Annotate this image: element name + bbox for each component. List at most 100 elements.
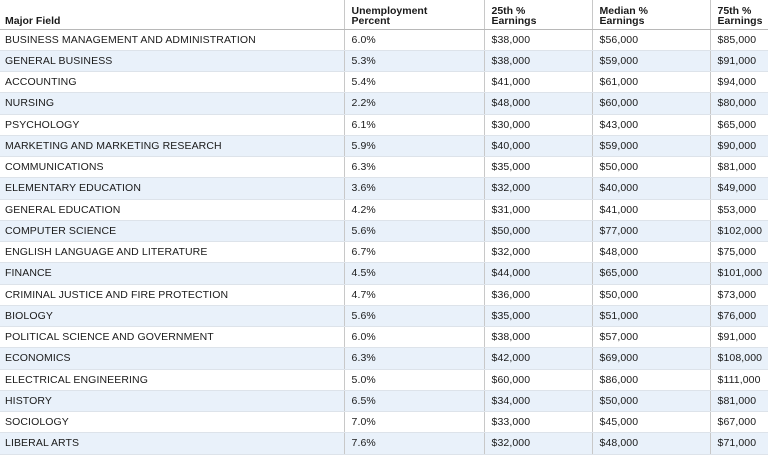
unemployment-percent-cell: 5.9%	[344, 135, 484, 156]
header-label-line: Earnings	[492, 16, 592, 26]
earnings-median-cell: $50,000	[592, 284, 710, 305]
major-field-cell: ECONOMICS	[0, 348, 344, 369]
unemployment-percent-cell: 7.0%	[344, 412, 484, 433]
major-field-cell: ENGLISH LANGUAGE AND LITERATURE	[0, 242, 344, 263]
earnings-75th-cell: $67,000	[710, 412, 768, 433]
earnings-75th-cell: $108,000	[710, 348, 768, 369]
header-label-line: Percent	[352, 16, 484, 26]
header-label-line: Earnings	[600, 16, 710, 26]
earnings-25th-cell: $35,000	[484, 157, 592, 178]
earnings-median-cell: $48,000	[592, 433, 710, 454]
earnings-75th-cell: $53,000	[710, 199, 768, 220]
header-label-line: Earnings	[718, 16, 768, 26]
major-field-cell: HISTORY	[0, 390, 344, 411]
earnings-median-header: Median %Earnings	[592, 0, 710, 29]
earnings-25th-cell: $34,000	[484, 390, 592, 411]
earnings-25th-header: 25th %Earnings	[484, 0, 592, 29]
earnings-median-cell: $57,000	[592, 327, 710, 348]
major-field-cell: POLITICAL SCIENCE AND GOVERNMENT	[0, 327, 344, 348]
earnings-25th-cell: $60,000	[484, 369, 592, 390]
earnings-median-cell: $51,000	[592, 305, 710, 326]
unemployment-percent-cell: 5.0%	[344, 369, 484, 390]
earnings-median-cell: $50,000	[592, 157, 710, 178]
unemployment-percent-cell: 6.7%	[344, 242, 484, 263]
earnings-25th-cell: $38,000	[484, 327, 592, 348]
earnings-75th-cell: $49,000	[710, 178, 768, 199]
unemployment-percent-cell: 4.2%	[344, 199, 484, 220]
header-label-line: Unemployment	[352, 6, 484, 16]
unemployment-percent-cell: 5.6%	[344, 305, 484, 326]
major-field-cell: ELECTRICAL ENGINEERING	[0, 369, 344, 390]
unemployment-percent-cell: 3.6%	[344, 178, 484, 199]
major-field-cell: LIBERAL ARTS	[0, 433, 344, 454]
table-body: BUSINESS MANAGEMENT AND ADMINISTRATION 6.…	[0, 29, 768, 454]
earnings-median-cell: $43,000	[592, 114, 710, 135]
earnings-75th-cell: $81,000	[710, 390, 768, 411]
unemployment-percent-cell: 6.0%	[344, 327, 484, 348]
unemployment-percent-cell: 6.3%	[344, 157, 484, 178]
major-field-cell: COMPUTER SCIENCE	[0, 220, 344, 241]
earnings-75th-cell: $91,000	[710, 327, 768, 348]
header-label-line: 75th %	[718, 6, 768, 16]
earnings-median-cell: $40,000	[592, 178, 710, 199]
unemployment-percent-cell: 4.7%	[344, 284, 484, 305]
earnings-25th-cell: $41,000	[484, 72, 592, 93]
header-label-line: Median %	[600, 6, 710, 16]
earnings-75th-cell: $81,000	[710, 157, 768, 178]
earnings-25th-cell: $32,000	[484, 242, 592, 263]
major-field-cell: ELEMENTARY EDUCATION	[0, 178, 344, 199]
earnings-25th-cell: $38,000	[484, 29, 592, 50]
earnings-median-cell: $59,000	[592, 135, 710, 156]
earnings-75th-header: 75th %Earnings	[710, 0, 768, 29]
earnings-75th-cell: $76,000	[710, 305, 768, 326]
earnings-75th-cell: $71,000	[710, 433, 768, 454]
header-label-line: 25th %	[492, 6, 592, 16]
earnings-25th-cell: $42,000	[484, 348, 592, 369]
header-label-line: Major Field	[5, 16, 344, 26]
unemployment-percent-cell: 4.5%	[344, 263, 484, 284]
major-field-cell: NURSING	[0, 93, 344, 114]
earnings-75th-cell: $91,000	[710, 50, 768, 71]
earnings-median-cell: $48,000	[592, 242, 710, 263]
earnings-median-cell: $61,000	[592, 72, 710, 93]
earnings-25th-cell: $31,000	[484, 199, 592, 220]
earnings-75th-cell: $102,000	[710, 220, 768, 241]
earnings-25th-cell: $35,000	[484, 305, 592, 326]
earnings-median-cell: $65,000	[592, 263, 710, 284]
earnings-25th-cell: $32,000	[484, 178, 592, 199]
earnings-25th-cell: $50,000	[484, 220, 592, 241]
major-field-cell: GENERAL BUSINESS	[0, 50, 344, 71]
major-field-cell: BUSINESS MANAGEMENT AND ADMINISTRATION	[0, 29, 344, 50]
unemployment-percent-cell: 6.3%	[344, 348, 484, 369]
major-field-cell: MARKETING AND MARKETING RESEARCH	[0, 135, 344, 156]
unemployment-percent-cell: 2.2%	[344, 93, 484, 114]
earnings-median-cell: $86,000	[592, 369, 710, 390]
earnings-75th-cell: $65,000	[710, 114, 768, 135]
earnings-75th-cell: $80,000	[710, 93, 768, 114]
earnings-75th-cell: $94,000	[710, 72, 768, 93]
earnings-median-cell: $59,000	[592, 50, 710, 71]
unemployment-percent-cell: 6.1%	[344, 114, 484, 135]
major-field-cell: COMMUNICATIONS	[0, 157, 344, 178]
earnings-median-cell: $41,000	[592, 199, 710, 220]
earnings-25th-cell: $32,000	[484, 433, 592, 454]
unemployment-percent-cell: 5.4%	[344, 72, 484, 93]
major-field-cell: ACCOUNTING	[0, 72, 344, 93]
earnings-median-cell: $77,000	[592, 220, 710, 241]
earnings-median-cell: $69,000	[592, 348, 710, 369]
earnings-median-cell: $60,000	[592, 93, 710, 114]
